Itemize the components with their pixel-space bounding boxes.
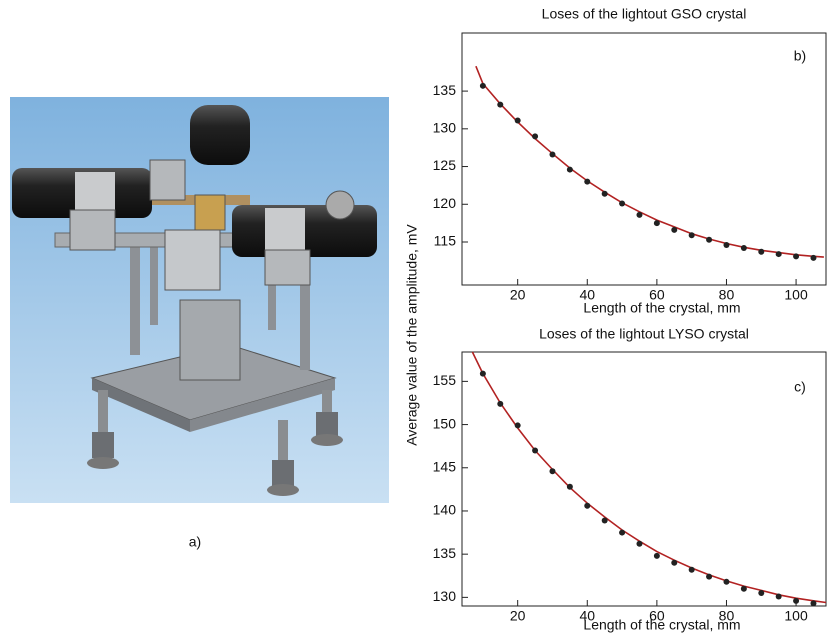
x-tick-label: 40 xyxy=(579,287,595,303)
y-tick-label: 115 xyxy=(434,233,457,249)
data-point xyxy=(706,236,713,243)
panel-label: c) xyxy=(794,379,806,395)
data-point xyxy=(619,200,626,207)
data-point xyxy=(532,447,539,454)
data-point xyxy=(584,178,591,185)
data-point xyxy=(810,254,817,261)
panel-label: a) xyxy=(189,534,201,550)
plot-frame xyxy=(461,351,827,607)
chart-title: Loses of the lightout LYSO crystal xyxy=(539,326,749,342)
y-tick-label: 145 xyxy=(433,458,457,474)
data-point xyxy=(793,597,800,604)
data-point xyxy=(479,82,486,89)
x-tick-label: 40 xyxy=(579,608,595,624)
data-point xyxy=(740,245,747,252)
data-point xyxy=(584,502,591,509)
data-point xyxy=(497,101,504,108)
data-point xyxy=(653,220,660,227)
fit-curve xyxy=(471,351,827,604)
data-point xyxy=(775,593,782,600)
y-tick-label: 155 xyxy=(433,372,457,388)
data-point xyxy=(566,483,573,490)
data-point xyxy=(793,253,800,260)
x-tick-label: 20 xyxy=(510,608,526,624)
data-point xyxy=(758,590,765,597)
data-point xyxy=(706,573,713,580)
y-tick-label: 135 xyxy=(433,545,457,561)
apparatus-render xyxy=(10,97,389,503)
fit-curve xyxy=(475,65,824,258)
data-point xyxy=(601,190,608,197)
data-point xyxy=(619,529,626,536)
x-tick-label: 60 xyxy=(649,608,665,624)
data-point xyxy=(775,251,782,258)
x-tick-label: 100 xyxy=(784,287,808,303)
y-tick-label: 120 xyxy=(433,195,457,211)
y-tick-label: 135 xyxy=(433,82,457,98)
data-point xyxy=(566,166,573,173)
data-point xyxy=(740,585,747,592)
data-point xyxy=(688,232,695,239)
data-point xyxy=(514,422,521,429)
data-point xyxy=(810,600,817,607)
x-tick-label: 20 xyxy=(510,287,526,303)
x-tick-label: 80 xyxy=(719,287,735,303)
data-point xyxy=(601,517,608,524)
data-point xyxy=(723,242,730,249)
data-point xyxy=(688,566,695,573)
data-point xyxy=(758,248,765,255)
plot-frame xyxy=(461,32,827,286)
panel-label: b) xyxy=(794,48,806,64)
data-point xyxy=(723,578,730,585)
y-tick-label: 130 xyxy=(433,120,457,136)
y-tick-label: 130 xyxy=(433,588,457,604)
y-tick-label: 150 xyxy=(433,415,457,431)
data-point xyxy=(549,468,556,475)
data-point xyxy=(653,552,660,559)
y-tick-label: 125 xyxy=(433,157,457,173)
y-axis-label: Average value of the amplitude, mV xyxy=(404,224,420,446)
data-point xyxy=(479,370,486,377)
x-tick-label: 100 xyxy=(784,608,808,624)
x-tick-label: 60 xyxy=(649,287,665,303)
y-tick-label: 140 xyxy=(433,502,457,518)
x-tick-label: 80 xyxy=(719,608,735,624)
data-point xyxy=(532,133,539,140)
data-point xyxy=(671,559,678,566)
x-axis-label: Length of the crystal, mm xyxy=(583,617,740,633)
data-point xyxy=(636,211,643,218)
data-point xyxy=(497,400,504,407)
chart-title: Loses of the lightout GSO crystal xyxy=(542,6,747,22)
data-point xyxy=(514,117,521,124)
data-point xyxy=(549,151,556,158)
data-point xyxy=(671,226,678,233)
x-axis-label: Length of the crystal, mm xyxy=(583,300,740,316)
data-point xyxy=(636,540,643,547)
